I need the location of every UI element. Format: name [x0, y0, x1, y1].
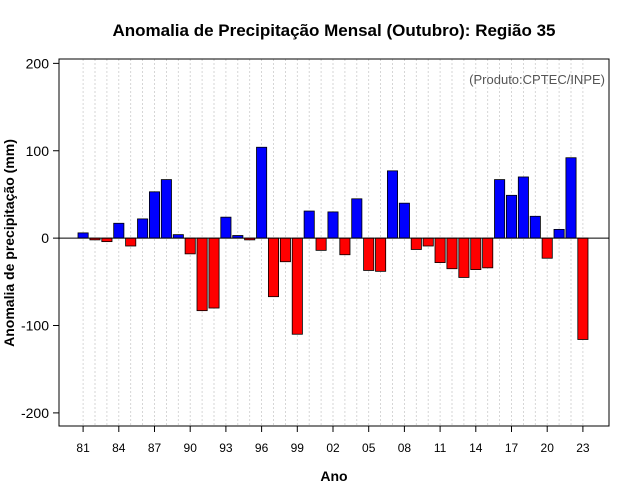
bar-2011 [434, 237, 446, 263]
bar-1989 [172, 234, 184, 239]
bar-2009 [410, 237, 422, 250]
bar-2000 [303, 210, 315, 239]
bar-2008 [398, 202, 410, 239]
credit-text: (Produto:CPTEC/INPE) [469, 72, 605, 87]
y-tick-label: -200 [21, 405, 49, 421]
x-tick-label: 17 [505, 441, 519, 455]
bar-1991 [196, 237, 208, 312]
y-tick-label: 100 [26, 143, 50, 159]
x-tick-label: 02 [326, 441, 340, 455]
bar-2014 [470, 237, 482, 270]
y-tick-label: -100 [21, 318, 49, 334]
bar-2006 [375, 237, 387, 272]
bar-1998 [279, 237, 291, 263]
bar-1986 [137, 218, 149, 239]
x-tick-label: 08 [398, 441, 412, 455]
bar-2016 [494, 179, 506, 239]
bar-2003 [339, 237, 351, 256]
bar-2020 [541, 237, 553, 259]
bar-2007 [386, 170, 398, 239]
x-tick-label: 96 [255, 441, 269, 455]
bar-2013 [458, 237, 470, 278]
chart-title: Anomalia de Precipitação Mensal (Outubro… [112, 21, 555, 40]
bar-1983 [101, 237, 113, 243]
x-tick-label: 14 [469, 441, 483, 455]
bar-2005 [363, 237, 375, 271]
bar-1996 [256, 146, 268, 239]
bar-1999 [291, 237, 303, 335]
bar-2017 [505, 194, 517, 239]
x-tick-label: 84 [112, 441, 126, 455]
bar-1997 [267, 237, 279, 298]
x-tick-label: 90 [184, 441, 198, 455]
bar-1987 [148, 191, 160, 239]
y-axis-label: Anomalia de precipitação (mm) [1, 139, 17, 347]
y-tick-label: 200 [26, 55, 50, 71]
plot-frame [58, 58, 610, 427]
bar-1992 [208, 237, 220, 309]
bar-2001 [315, 237, 327, 251]
bar-2015 [482, 237, 494, 269]
x-tick-label: 81 [76, 441, 90, 455]
bar-2002 [327, 211, 339, 239]
bar-1985 [125, 237, 137, 247]
bar-1988 [160, 179, 172, 239]
x-tick-label: 99 [291, 441, 305, 455]
x-tick-label: 23 [576, 441, 590, 455]
bar-1984 [113, 222, 125, 239]
x-tick-label: 87 [148, 441, 162, 455]
bar-1993 [220, 216, 232, 239]
x-tick-label: 93 [219, 441, 233, 455]
x-tick-label: 20 [541, 441, 555, 455]
bar-2019 [529, 215, 541, 239]
bar-1981 [77, 232, 89, 239]
y-tick-label: 0 [41, 230, 49, 246]
bar-2012 [446, 237, 458, 270]
x-tick-label: 05 [362, 441, 376, 455]
x-tick-label: 11 [434, 441, 447, 455]
bar-2022 [565, 157, 577, 239]
x-axis-label: Ano [320, 468, 347, 484]
bar-2021 [553, 228, 565, 239]
bar-2010 [422, 237, 434, 247]
bar-2023 [577, 237, 589, 340]
bar-1990 [184, 237, 196, 255]
bar-2018 [517, 176, 529, 239]
bar-2004 [351, 198, 363, 239]
